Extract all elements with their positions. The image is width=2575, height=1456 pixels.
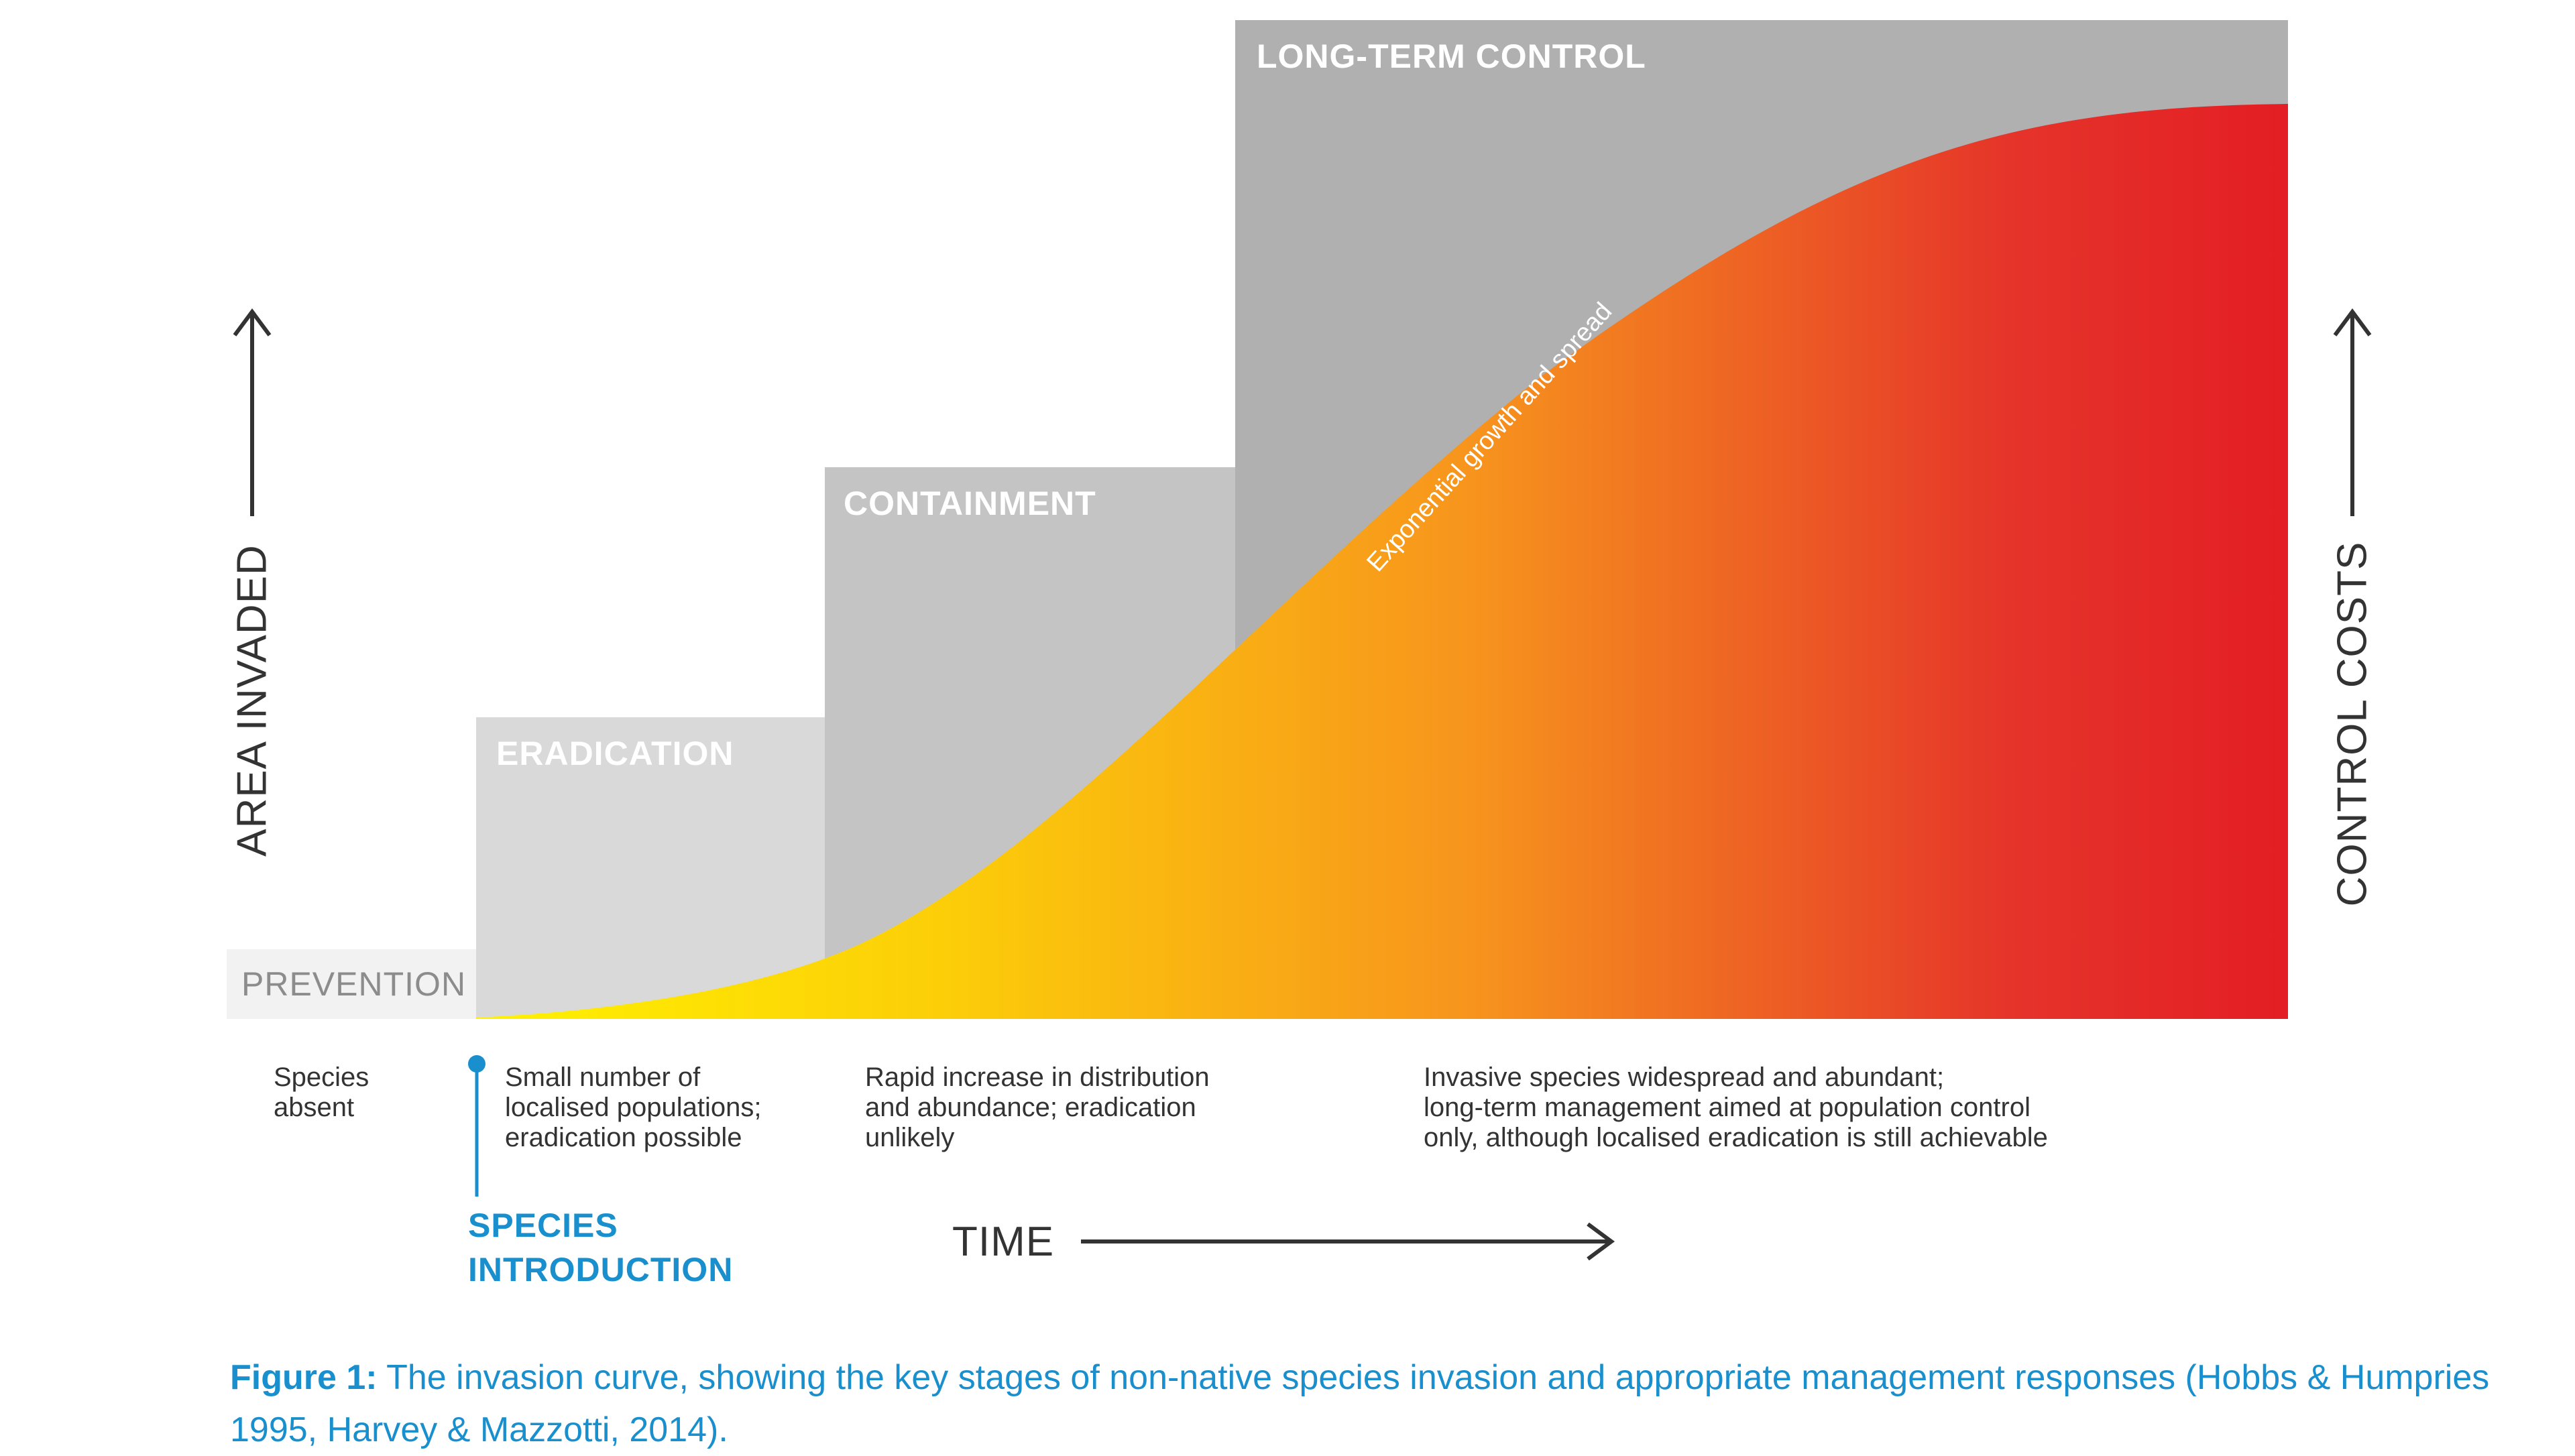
area-invaded-axis-title: AREA INVADED [229, 544, 276, 857]
desc-species-absent: Species absent [274, 1063, 369, 1122]
prevention-label: PREVENTION [241, 965, 467, 1003]
caption-prefix: Figure 1: [230, 1358, 378, 1397]
desc-widespread: Invasive species widespread and abundant… [1424, 1063, 2048, 1152]
eradication-label: ERADICATION [496, 735, 734, 772]
curve-area [476, 104, 2288, 1019]
right-axis-arrow [2333, 308, 2372, 516]
desc-small-number: Small number of localised populations; e… [505, 1063, 762, 1152]
time-axis-title: TIME [952, 1219, 1055, 1265]
left-axis-arrow [233, 308, 272, 516]
prevention-box [227, 949, 476, 1019]
long-term-control-label: LONG-TERM CONTROL [1257, 38, 1646, 75]
species-introduction-marker [468, 1055, 485, 1197]
figure-caption: Figure 1: The invasion curve, showing th… [230, 1351, 2537, 1456]
containment-label: CONTAINMENT [844, 485, 1096, 522]
species-introduction-label: SPECIES INTRODUCTION [468, 1207, 734, 1288]
desc-rapid-increase: Rapid increase in distribution and abund… [865, 1063, 1210, 1152]
caption-text: The invasion curve, showing the key stag… [230, 1358, 2490, 1449]
eradication-box [476, 717, 825, 1019]
control-costs-axis-title: CONTROL COSTS [2329, 541, 2376, 907]
time-axis-arrow [1081, 1222, 1615, 1261]
